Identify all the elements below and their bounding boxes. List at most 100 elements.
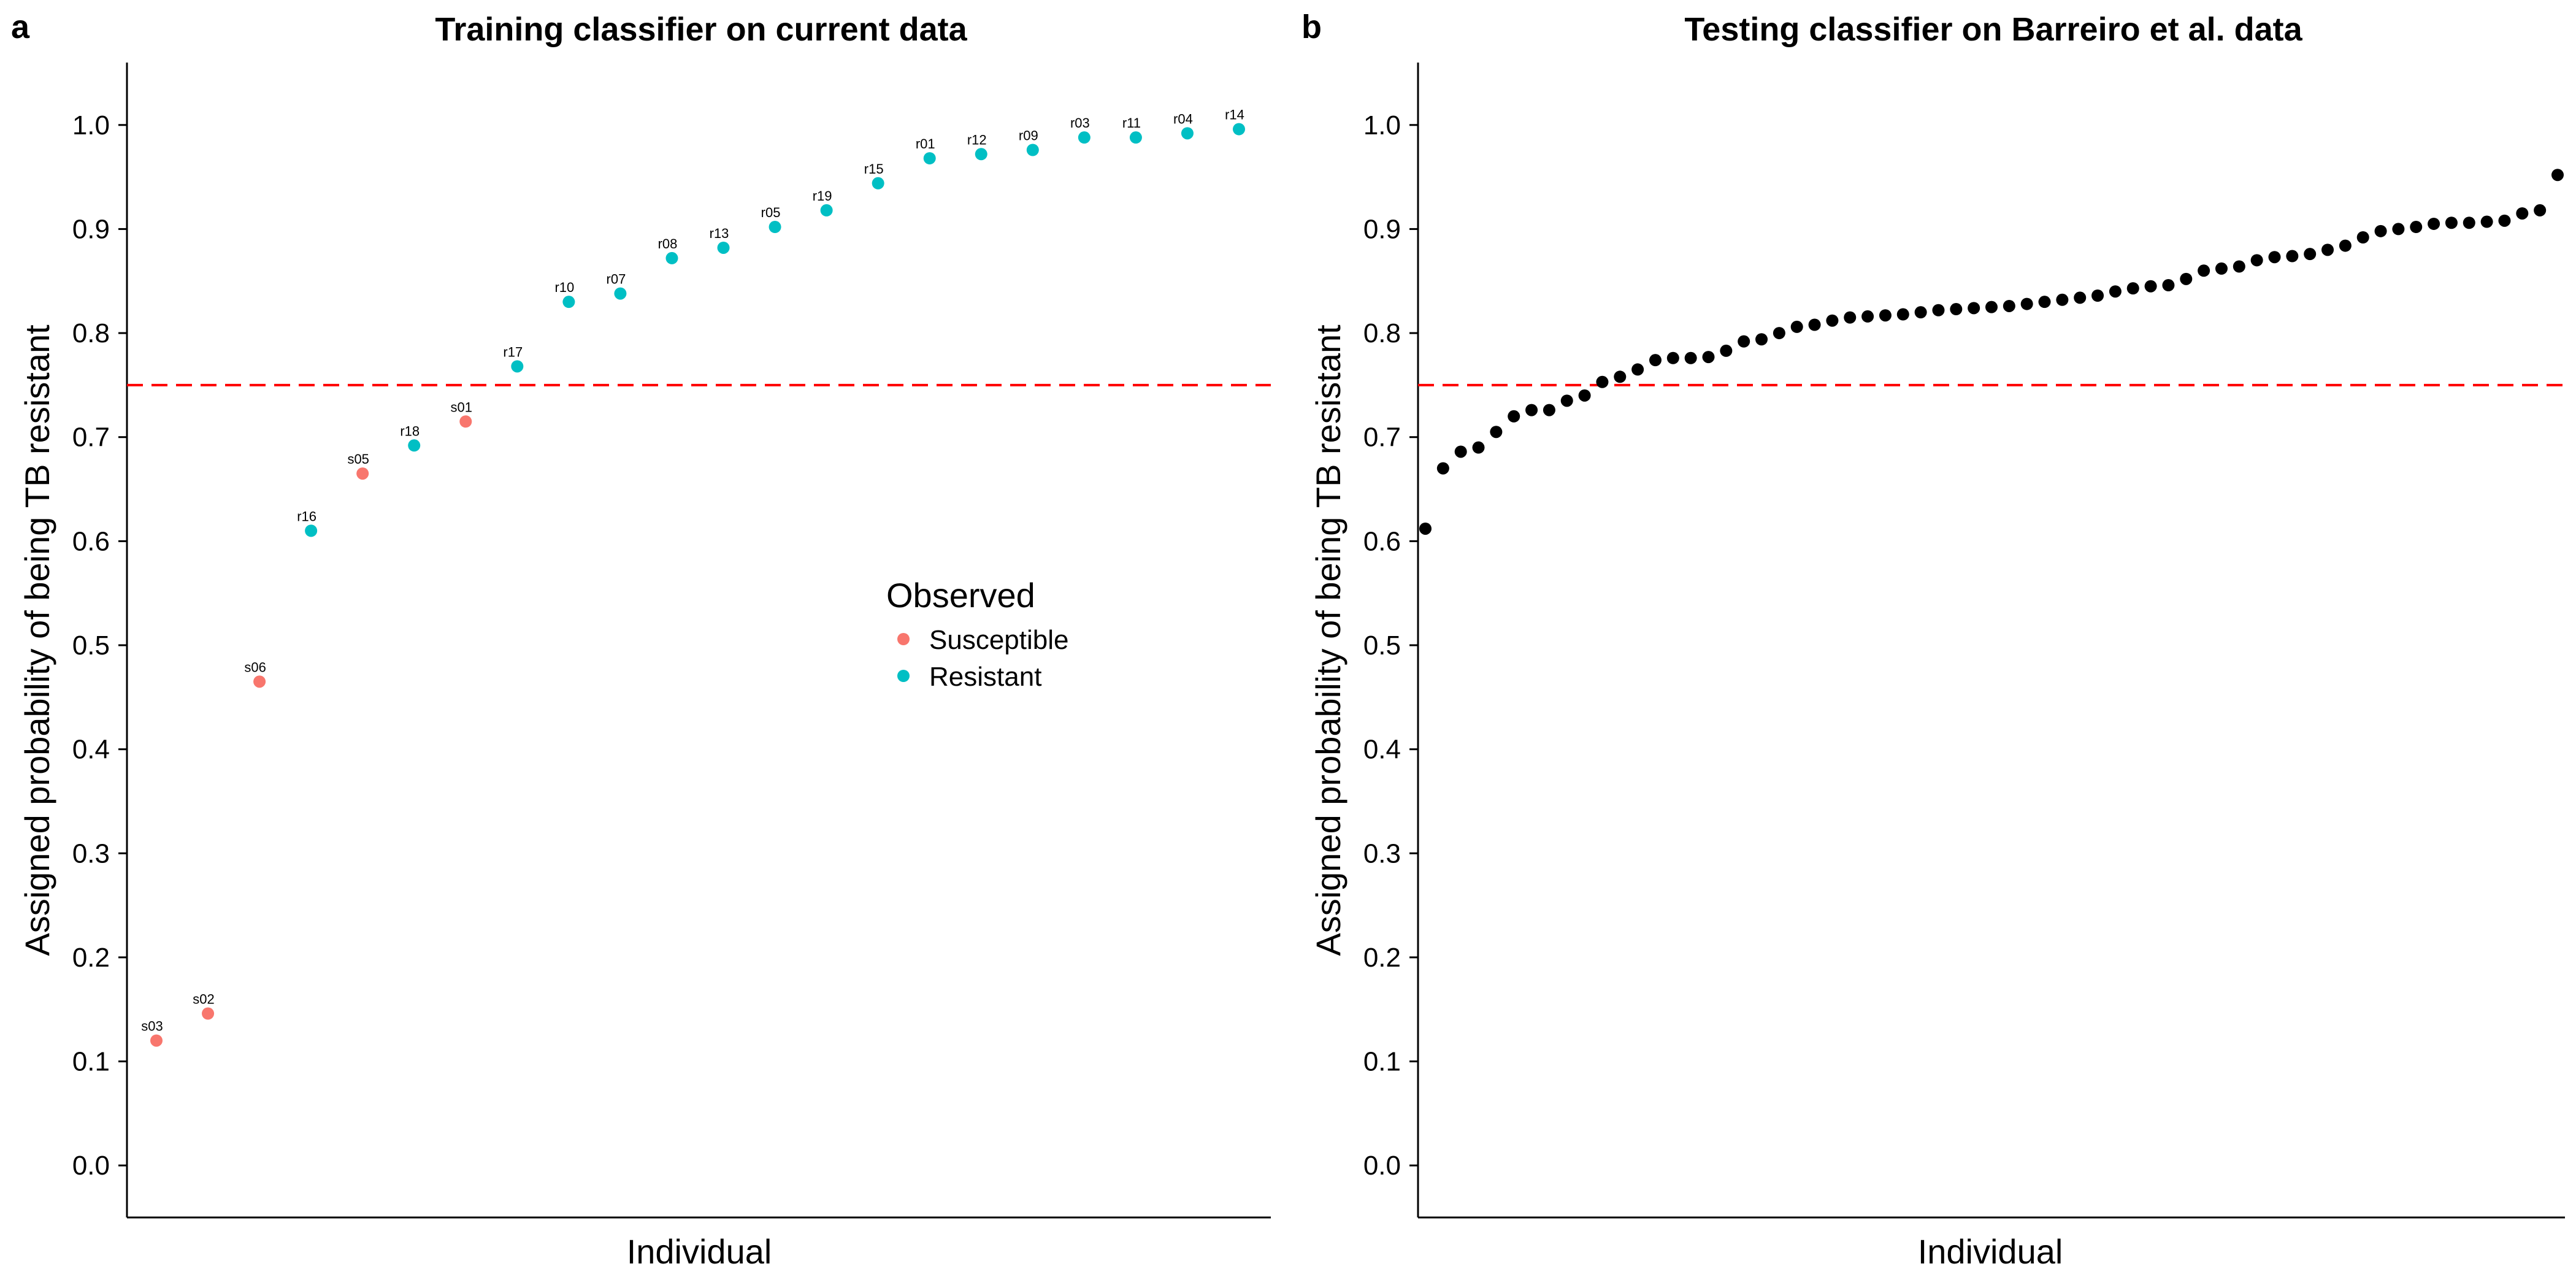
point-label-s02: s02 bbox=[193, 992, 214, 1007]
data-point-r15 bbox=[872, 177, 884, 190]
data-point bbox=[2356, 231, 2369, 243]
panel-a-y-tick-label: 0.0 bbox=[72, 1151, 110, 1181]
data-point-r17 bbox=[511, 360, 524, 373]
data-point bbox=[2020, 297, 2033, 310]
data-point-r10 bbox=[562, 296, 575, 309]
panel-b-y-tick-label: 0.5 bbox=[1363, 631, 1401, 661]
panel-a-y-tick-label: 0.2 bbox=[72, 943, 110, 973]
data-point bbox=[1525, 404, 1538, 416]
data-point bbox=[2428, 217, 2440, 230]
data-point-r04 bbox=[1181, 127, 1194, 140]
data-point bbox=[2551, 169, 2564, 182]
data-point bbox=[1508, 410, 1520, 423]
panel-a-x-label: Individual bbox=[627, 1232, 772, 1271]
panel-b-y-tick-label: 0.6 bbox=[1363, 526, 1401, 556]
panel-b-y-tick-label: 0.2 bbox=[1363, 943, 1401, 973]
data-point bbox=[1614, 370, 1627, 383]
data-point bbox=[2392, 223, 2405, 236]
data-point-r14 bbox=[1233, 123, 1245, 136]
data-point bbox=[2233, 260, 2245, 273]
data-point bbox=[1861, 310, 1874, 323]
data-point-s05 bbox=[356, 467, 369, 480]
data-point bbox=[1666, 351, 1679, 364]
panel-a-y-tick-label: 0.5 bbox=[72, 631, 110, 661]
panel-a-y-tick-label: 0.4 bbox=[72, 735, 110, 765]
data-point bbox=[1773, 327, 1785, 340]
data-point bbox=[2198, 264, 2210, 277]
data-point-r09 bbox=[1026, 144, 1039, 156]
panel-a-y-ticks: 0.0 0.1 0.2 0.3 0.4 0.5 0.6 0.7 0.8 0.9 1.0 bbox=[72, 110, 127, 1181]
data-point bbox=[2003, 299, 2015, 312]
data-point bbox=[2374, 224, 2387, 237]
legend-label-resistant: Resistant bbox=[929, 662, 1041, 692]
data-point bbox=[2463, 217, 2475, 229]
data-point bbox=[2109, 285, 2122, 298]
data-point bbox=[2498, 214, 2511, 227]
data-point-s01 bbox=[459, 415, 472, 428]
panel-a-points: s03 s02 s06 r16 s05 r18 s01 r17 r10 r07 r08 r13 r05 r… bbox=[141, 107, 1245, 1047]
data-point bbox=[2410, 221, 2423, 234]
point-label-s01: s01 bbox=[451, 399, 472, 415]
panel-a-y-tick-label: 0.9 bbox=[72, 214, 110, 244]
point-label-r10: r10 bbox=[554, 280, 574, 295]
data-point bbox=[1896, 308, 1909, 321]
data-point bbox=[1755, 333, 1768, 346]
panel-b-title: Testing classifier on Barreiro et al. da… bbox=[1684, 11, 2302, 48]
data-point bbox=[2038, 296, 2051, 309]
data-point bbox=[1808, 318, 1821, 331]
point-label-r13: r13 bbox=[710, 226, 729, 241]
panel-b-x-label: Individual bbox=[1918, 1232, 2063, 1271]
data-point bbox=[1790, 320, 1803, 333]
data-point-r18 bbox=[408, 439, 421, 452]
data-point bbox=[1649, 354, 1662, 367]
data-point bbox=[2162, 279, 2175, 292]
panel-a-y-tick-label: 0.6 bbox=[72, 526, 110, 556]
data-point bbox=[2126, 282, 2139, 295]
data-point bbox=[1436, 462, 1449, 475]
panel-b-y-tick-label: 0.7 bbox=[1363, 423, 1401, 453]
data-point bbox=[2339, 239, 2352, 252]
panel-b-y-tick-label: 0.9 bbox=[1363, 214, 1401, 244]
data-point bbox=[1932, 304, 1945, 316]
data-point bbox=[1914, 306, 1927, 319]
data-point bbox=[1596, 375, 1609, 388]
data-point bbox=[2480, 215, 2493, 228]
data-point bbox=[2144, 280, 2157, 293]
point-label-s05: s05 bbox=[347, 451, 369, 467]
panel-b: b Testing classifier on Barreiro et al. … bbox=[1301, 9, 2565, 1271]
data-point-r03 bbox=[1078, 131, 1091, 144]
data-point-s06 bbox=[253, 675, 266, 688]
panel-a-title: Training classifier on current data bbox=[435, 11, 967, 48]
point-label-r07: r07 bbox=[607, 272, 626, 287]
data-point bbox=[1985, 301, 1998, 313]
point-label-s06: s06 bbox=[244, 659, 266, 675]
panel-a-y-tick-label: 0.1 bbox=[72, 1047, 110, 1077]
data-point bbox=[1631, 363, 1644, 376]
point-label-r11: r11 bbox=[1122, 115, 1141, 131]
legend-swatch-resistant bbox=[897, 670, 910, 682]
point-label-r16: r16 bbox=[297, 508, 316, 524]
point-label-s03: s03 bbox=[141, 1019, 163, 1034]
panel-a-tag: a bbox=[11, 9, 30, 45]
data-point bbox=[1419, 522, 1432, 535]
panel-b-y-tick-label: 0.0 bbox=[1363, 1151, 1401, 1181]
data-point bbox=[1454, 445, 1467, 458]
data-point bbox=[2304, 248, 2317, 261]
data-point-r08 bbox=[665, 251, 678, 264]
panel-a-y-tick-label: 1.0 bbox=[72, 110, 110, 140]
point-label-r08: r08 bbox=[658, 236, 678, 251]
data-point-r19 bbox=[820, 204, 833, 217]
data-point bbox=[2180, 272, 2193, 285]
point-label-r14: r14 bbox=[1225, 107, 1244, 123]
data-point bbox=[1720, 344, 1733, 357]
data-point-r05 bbox=[769, 221, 781, 234]
point-label-r15: r15 bbox=[864, 161, 884, 177]
panel-b-points bbox=[1419, 169, 2564, 535]
point-label-r09: r09 bbox=[1019, 128, 1038, 143]
data-point bbox=[1578, 389, 1591, 402]
point-label-r05: r05 bbox=[761, 205, 781, 220]
data-point bbox=[1738, 335, 1750, 348]
legend-label-susceptible: Susceptible bbox=[929, 625, 1068, 655]
data-point bbox=[1702, 351, 1715, 364]
